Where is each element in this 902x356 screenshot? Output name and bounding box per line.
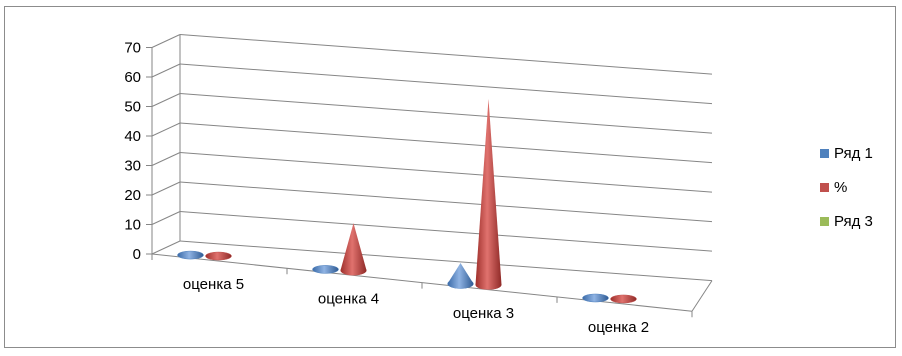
gridline	[179, 93, 713, 134]
legend-label: %	[834, 179, 847, 196]
cone-mark	[475, 98, 502, 290]
category-label: оценка 5	[183, 276, 244, 293]
y-tick-labels: 0 10 20 30 40 50 60 70	[124, 40, 141, 264]
category-label: оценка 2	[588, 319, 649, 336]
side-gridline	[151, 63, 181, 78]
y-tick-label: 20	[124, 187, 141, 204]
legend-swatch	[820, 217, 829, 226]
legend: Ряд 1% Ряд 3	[820, 145, 873, 230]
cone-base-mark	[582, 293, 609, 303]
legend-swatch	[820, 183, 829, 192]
legend-swatch	[820, 149, 829, 158]
side-gridline	[151, 240, 181, 255]
side-gridline	[151, 181, 181, 196]
axis-layer	[146, 34, 713, 318]
cone-base-mark	[610, 294, 637, 304]
y-tick-label: 30	[124, 158, 141, 175]
floor-right-edge	[691, 280, 713, 312]
gridline	[179, 181, 713, 223]
legend-label: Ряд 3	[834, 213, 873, 230]
chart-frame	[4, 6, 896, 348]
gridline	[179, 122, 713, 164]
cone-mark	[340, 223, 367, 276]
cone-marks	[177, 98, 637, 304]
category-labels: оценка 5 оценка 4 оценка 3 оценка 2	[183, 276, 649, 336]
side-gridline	[151, 152, 181, 166]
y-tick-label: 0	[133, 246, 141, 263]
gridline	[179, 211, 713, 252]
gridline	[179, 63, 713, 105]
y-tick-label: 50	[124, 99, 141, 116]
category-label: оценка 3	[453, 305, 514, 322]
legend-label: Ряд 1	[834, 145, 873, 162]
side-gridline	[151, 122, 181, 137]
y-tick-label: 70	[124, 40, 141, 57]
side-gridline	[151, 34, 181, 48]
cone-base-mark	[312, 265, 339, 274]
y-tick-label: 60	[124, 69, 141, 86]
gridline	[179, 34, 713, 75]
gridline	[179, 240, 713, 282]
side-gridline	[151, 211, 181, 225]
cone-base-mark	[177, 250, 204, 260]
category-label: оценка 4	[318, 290, 379, 307]
cone-base-mark	[205, 251, 232, 261]
cone-mark	[447, 263, 474, 289]
y-tick-label: 40	[124, 128, 141, 145]
y-tick-label: 10	[124, 217, 141, 234]
gridline	[179, 152, 713, 193]
side-gridline	[151, 93, 181, 107]
grid-layer	[151, 34, 713, 282]
